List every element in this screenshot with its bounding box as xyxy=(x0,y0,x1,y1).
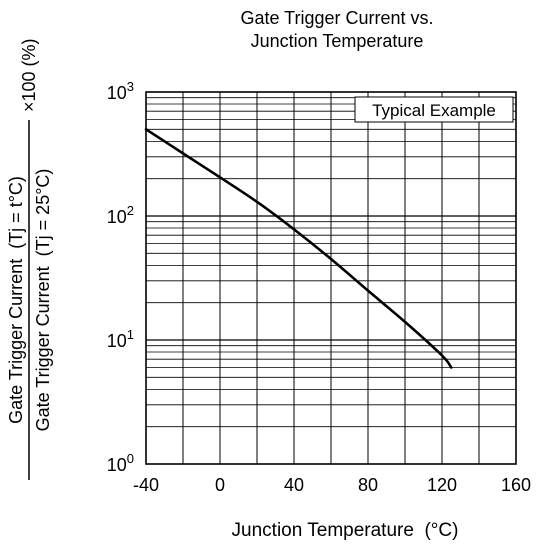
y-tick-labels: 100 101 102 103 xyxy=(107,79,134,475)
legend-text: Typical Example xyxy=(372,101,496,120)
y-axis-label-numerator: Gate Trigger Current (Tj = t°C) xyxy=(6,176,26,424)
x-tick-label: 160 xyxy=(501,475,531,495)
series-layer xyxy=(144,128,453,369)
chart-title-line-2: Junction Temperature xyxy=(251,31,424,51)
x-axis-label: Junction Temperature (°C) xyxy=(232,520,459,541)
x-tick-label: 40 xyxy=(284,475,304,495)
y-tick-label: 100 xyxy=(107,451,134,475)
x-tick-labels: -40 0 40 80 120 160 xyxy=(133,475,531,495)
y-axis-label-multiplier: ×100 (%) xyxy=(19,38,39,112)
y-axis-label-denominator: Gate Trigger Current (Tj = 25°C) xyxy=(33,169,53,432)
y-axis-label: Gate Trigger Current (Tj = t°C) Gate Tri… xyxy=(6,38,53,480)
y-tick-label: 103 xyxy=(107,79,134,103)
legend-box xyxy=(354,96,514,123)
y-tick-label: 102 xyxy=(107,203,134,227)
x-tick-label: -40 xyxy=(133,475,159,495)
plot-frame xyxy=(145,91,517,465)
chart-title-line-1: Gate Trigger Current vs. xyxy=(240,8,433,28)
y-tick-label: 101 xyxy=(107,327,134,351)
x-tick-label: 80 xyxy=(358,475,378,495)
x-tick-label: 0 xyxy=(215,475,225,495)
series-line xyxy=(144,128,453,369)
major-gridlines xyxy=(146,92,516,464)
x-tick-label: 120 xyxy=(427,475,457,495)
